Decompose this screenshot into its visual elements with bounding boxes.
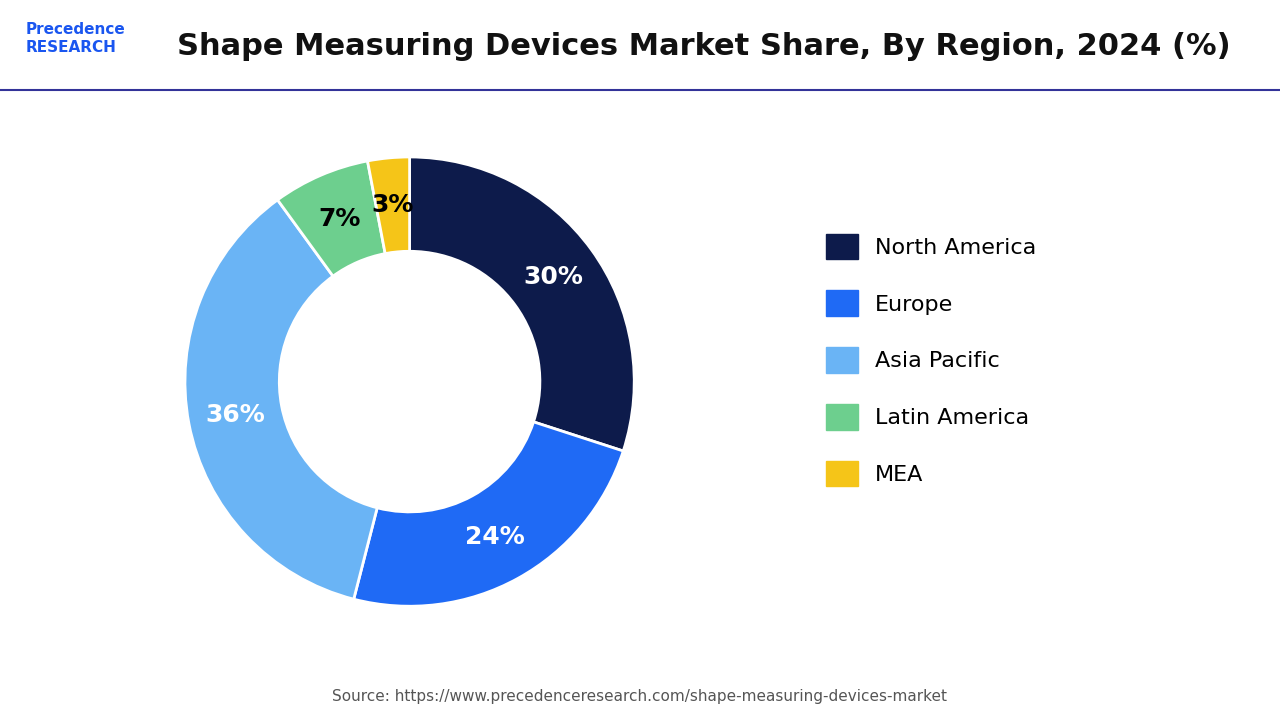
Wedge shape [186, 200, 378, 599]
Text: 3%: 3% [371, 193, 415, 217]
Text: 30%: 30% [524, 265, 584, 289]
Wedge shape [410, 157, 634, 451]
Text: Shape Measuring Devices Market Share, By Region, 2024 (%): Shape Measuring Devices Market Share, By… [177, 32, 1231, 61]
Wedge shape [367, 157, 410, 253]
Wedge shape [353, 422, 623, 606]
Text: 7%: 7% [317, 207, 360, 230]
Text: Precedence
RESEARCH: Precedence RESEARCH [26, 22, 125, 55]
Legend: North America, Europe, Asia Pacific, Latin America, MEA: North America, Europe, Asia Pacific, Lat… [818, 225, 1046, 495]
Text: Source: https://www.precedenceresearch.com/shape-measuring-devices-market: Source: https://www.precedenceresearch.c… [333, 689, 947, 704]
Text: 24%: 24% [465, 525, 525, 549]
Text: 36%: 36% [205, 403, 265, 427]
Wedge shape [278, 161, 385, 276]
